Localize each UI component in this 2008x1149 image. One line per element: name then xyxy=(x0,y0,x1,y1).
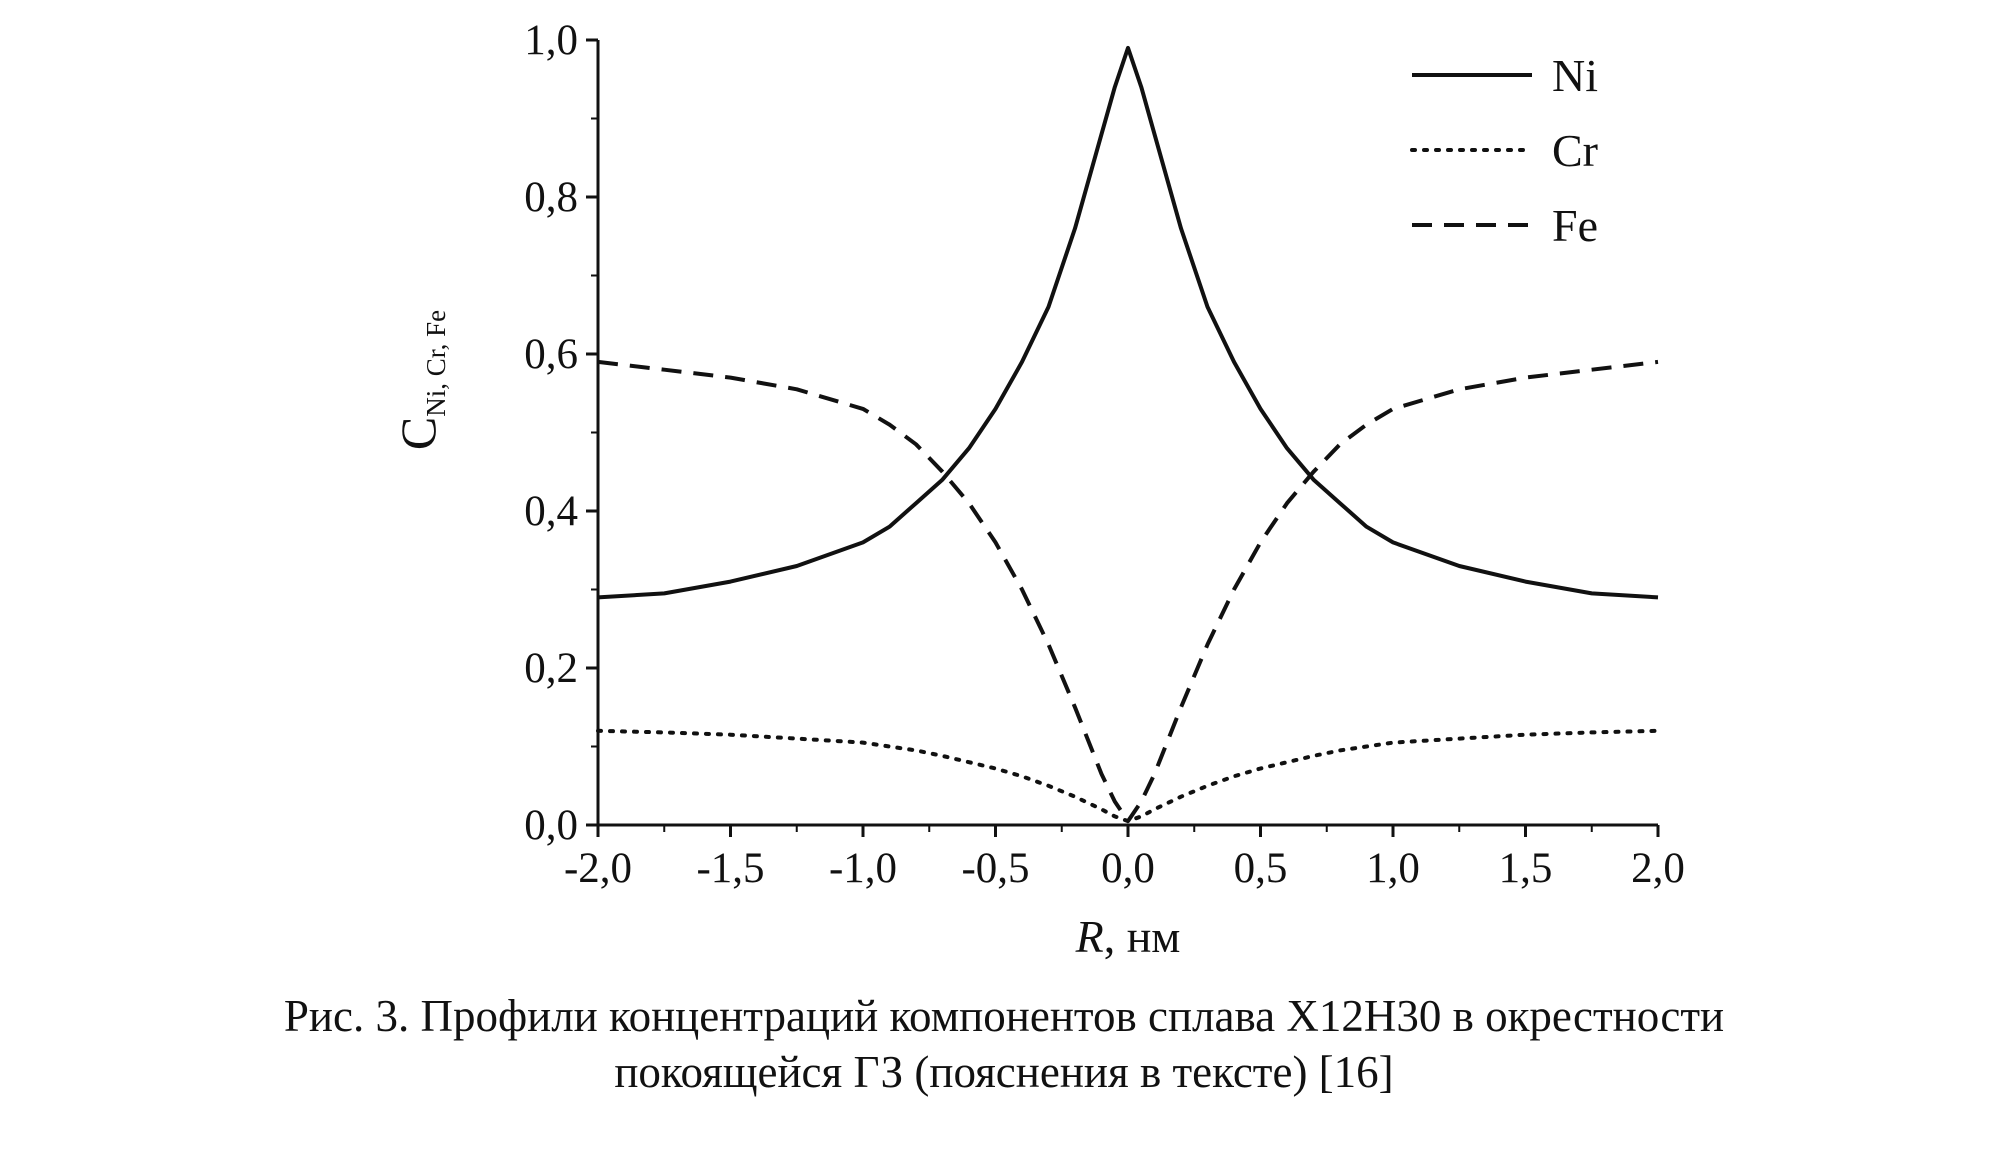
series-line-cr xyxy=(596,728,1660,824)
x-tick-label: -0,5 xyxy=(961,845,1029,892)
y-tick-label: 0,8 xyxy=(524,174,578,221)
x-axis-ticks: -2,0 -1,5 -1,0 -0,5 0,0 0,5 1,0 1,5 2,0 xyxy=(564,825,1685,892)
y-tick-label: 0,2 xyxy=(524,645,578,692)
series-line-ni xyxy=(597,45,1659,600)
legend-label-ni: Ni xyxy=(1552,50,1598,101)
x-tick-label: 1,5 xyxy=(1499,845,1553,892)
series-lines xyxy=(596,45,1660,824)
y-axis-ticks: 0,0 0,2 0,4 0,6 0,8 1,0 xyxy=(524,17,598,849)
figure-caption: Рис. 3. Профили концентраций компонентов… xyxy=(0,988,2008,1100)
y-axis-label-main: C xyxy=(390,417,446,450)
legend-label-fe: Fe xyxy=(1552,200,1598,251)
y-tick-label: 0,4 xyxy=(524,488,578,535)
plot-area: 0,00,20,40,60,81,0 -2,0 -1,5 -1,0 -0,5 0,0 0,… xyxy=(524,17,1685,892)
x-tick-label: -1,0 xyxy=(829,845,897,892)
concentration-profile-chart: 0,00,20,40,60,81,0 -2,0 -1,5 -1,0 -0,5 0,0 0,… xyxy=(390,17,1685,962)
caption-line-1: Рис. 3. Профили концентраций компонентов… xyxy=(283,991,1725,1041)
x-tick-label: 0,5 xyxy=(1234,845,1288,892)
series-line-fe xyxy=(597,359,1659,824)
legend-label-cr: Cr xyxy=(1552,125,1598,176)
x-axis-label: R, нм xyxy=(1075,911,1181,962)
y-tick-label: 0,6 xyxy=(524,331,578,378)
y-tick-label: 0,0 xyxy=(524,802,578,849)
x-tick-label: -1,5 xyxy=(696,845,764,892)
x-tick-label: 2,0 xyxy=(1631,845,1685,892)
x-tick-label: 1,0 xyxy=(1366,845,1420,892)
x-axis-label-variable: R xyxy=(1075,911,1104,962)
caption-line-2: покоящейся ГЗ (пояснения в тексте) [16] xyxy=(614,1047,1394,1097)
y-axis-label-subscript: Ni, Cr, Fe xyxy=(421,310,451,417)
y-tick-label: 1,0 xyxy=(524,17,578,64)
y-axis-label: CNi, Cr, Fe xyxy=(390,310,451,450)
x-tick-label: -2,0 xyxy=(564,845,632,892)
x-axis-label-unit: , нм xyxy=(1104,911,1181,962)
legend: Ni Cr Fe xyxy=(1410,50,1598,251)
x-tick-label: 0,0 xyxy=(1101,845,1155,892)
